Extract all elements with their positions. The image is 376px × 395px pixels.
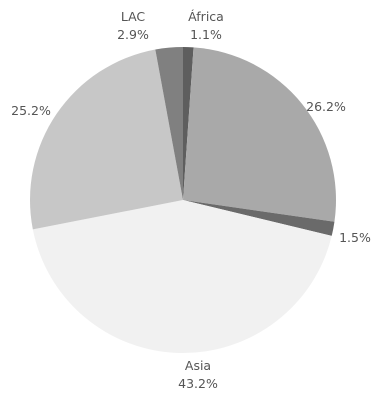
pie-slice-1: [183, 47, 336, 222]
slice-value-label: 43.2%: [178, 376, 218, 391]
slice-category-label: África: [188, 9, 224, 24]
slice-category-label: Asia: [185, 358, 211, 373]
pie-slice-2: [183, 200, 335, 236]
pie-slice-0: [183, 46, 194, 200]
slice-value-label: 25.2%: [11, 103, 51, 118]
pie-slices: [29, 46, 336, 353]
pie-slice-3: [32, 200, 332, 353]
pie-slice-5: [155, 47, 183, 200]
slice-value-label: 26.2%: [306, 99, 346, 114]
pie-slice-4: [29, 49, 184, 230]
pie-labels: África 1.1% 26.2% 1.5% Asia 43.2% 25.2% LAC 2.9%: [11, 9, 371, 391]
slice-category-label: LAC: [121, 9, 146, 24]
slice-value-label: 1.5%: [339, 230, 371, 245]
slice-value-label: 2.9%: [117, 27, 149, 42]
slice-value-label: 1.1%: [190, 27, 222, 42]
